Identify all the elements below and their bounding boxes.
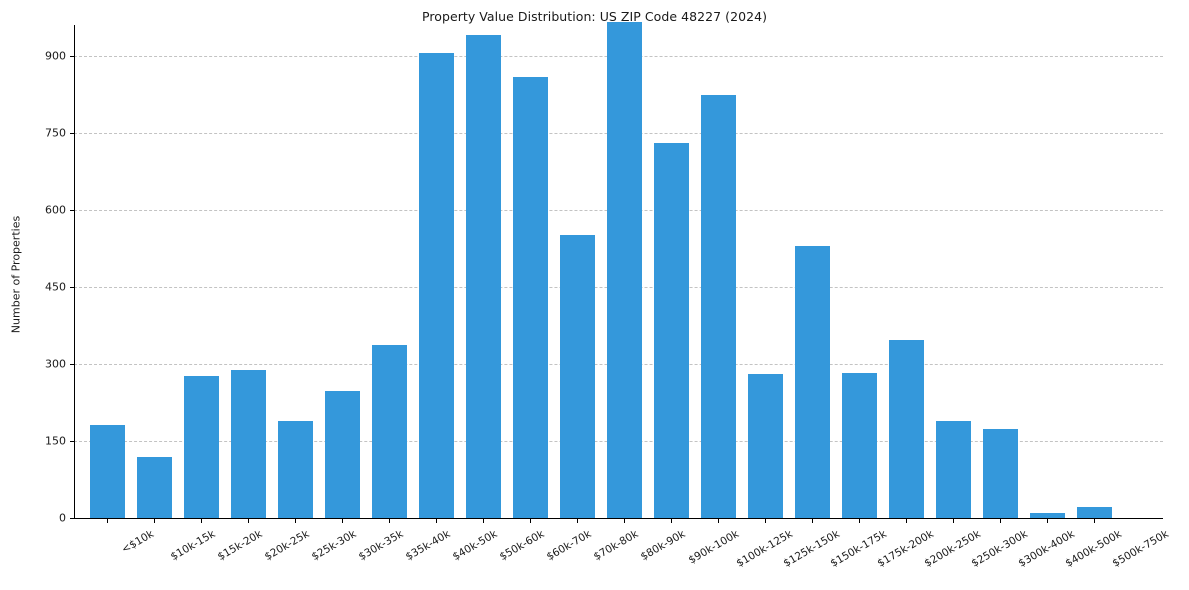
bar[interactable] xyxy=(1076,506,1112,518)
x-tick-mark xyxy=(1094,518,1096,523)
x-tick-mark xyxy=(201,518,203,523)
bar[interactable] xyxy=(935,420,971,518)
y-tick-mark xyxy=(70,132,74,135)
bar[interactable] xyxy=(183,375,219,518)
bar[interactable] xyxy=(747,373,783,518)
bar[interactable] xyxy=(89,424,125,518)
x-tick-mark xyxy=(1047,518,1049,523)
x-tick-mark xyxy=(436,518,438,523)
bar[interactable] xyxy=(559,235,595,518)
bar[interactable] xyxy=(1029,513,1065,518)
x-axis-tick-marks xyxy=(74,518,1163,527)
bar[interactable] xyxy=(606,21,642,518)
x-tick-label: $70k-80k xyxy=(591,528,641,564)
x-tick-mark xyxy=(530,518,532,523)
y-tick-label: 0 xyxy=(59,511,66,525)
bars-layer xyxy=(74,21,1163,518)
x-tick-mark xyxy=(953,518,955,523)
bar[interactable] xyxy=(653,143,689,518)
bar[interactable] xyxy=(230,370,266,518)
x-tick-label: $10k-15k xyxy=(168,528,218,564)
x-tick-label: $30k-35k xyxy=(356,528,406,564)
bar[interactable] xyxy=(841,372,877,518)
y-axis-line xyxy=(74,25,76,518)
x-tick-label: $35k-40k xyxy=(403,528,453,564)
y-tick-label: 900 xyxy=(45,49,66,63)
x-tick-label: $60k-70k xyxy=(544,528,594,564)
y-tick-mark xyxy=(70,286,74,289)
x-tick-label: $25k-30k xyxy=(309,528,359,564)
x-tick-label: <$10k xyxy=(119,528,156,556)
bar[interactable] xyxy=(324,391,360,518)
y-tick-label: 600 xyxy=(45,203,66,217)
bar[interactable] xyxy=(277,421,313,518)
bar[interactable] xyxy=(794,245,830,518)
x-tick-mark xyxy=(1000,518,1002,523)
x-tick-label: $20k-25k xyxy=(262,528,312,564)
x-tick-label: $80k-90k xyxy=(638,528,688,564)
y-tick-label: 150 xyxy=(45,434,66,448)
x-tick-label: $50k-60k xyxy=(497,528,547,564)
x-tick-mark xyxy=(295,518,297,523)
x-tick-mark xyxy=(765,518,767,523)
x-tick-mark xyxy=(812,518,814,523)
y-tick-mark xyxy=(70,363,74,366)
y-axis-tick-labels: 0 150 300 450 600 750 900 xyxy=(28,25,66,524)
x-tick-mark xyxy=(577,518,579,523)
x-tick-mark xyxy=(859,518,861,523)
x-tick-label: $15k-20k xyxy=(215,528,265,564)
x-tick-mark xyxy=(483,518,485,523)
y-tick-mark xyxy=(70,209,74,212)
x-tick-mark xyxy=(624,518,626,523)
y-tick-mark xyxy=(70,440,74,443)
y-tick-label: 750 xyxy=(45,126,66,140)
y-tick-mark xyxy=(70,518,74,520)
bar[interactable] xyxy=(700,95,736,518)
bar[interactable] xyxy=(512,77,548,518)
y-axis-label: Number of Properties xyxy=(9,215,23,334)
bar[interactable] xyxy=(465,34,501,518)
x-axis-line xyxy=(74,517,1163,519)
x-tick-mark xyxy=(342,518,344,523)
x-tick-mark xyxy=(718,518,720,523)
y-tick-label: 450 xyxy=(45,280,66,294)
x-tick-mark xyxy=(248,518,250,523)
x-tick-mark xyxy=(389,518,391,523)
x-tick-mark xyxy=(906,518,908,523)
bar[interactable] xyxy=(888,339,924,518)
bar[interactable] xyxy=(371,344,407,518)
x-tick-mark xyxy=(154,518,156,523)
y-tick-mark xyxy=(70,55,74,58)
x-tick-mark xyxy=(107,518,109,523)
chart-title: Property Value Distribution: US ZIP Code… xyxy=(421,9,768,24)
x-tick-label: $90k-100k xyxy=(686,528,742,567)
x-tick-mark xyxy=(671,518,673,523)
x-tick-label: $40k-50k xyxy=(450,528,500,564)
bar[interactable] xyxy=(136,456,172,518)
x-axis-tick-labels: <$10k $10k-15k $15k-20k $20k-25k $25k-30k $30… xyxy=(74,528,1171,590)
y-tick-label: 300 xyxy=(45,357,66,371)
bar[interactable] xyxy=(418,52,454,518)
bar[interactable] xyxy=(982,428,1018,518)
